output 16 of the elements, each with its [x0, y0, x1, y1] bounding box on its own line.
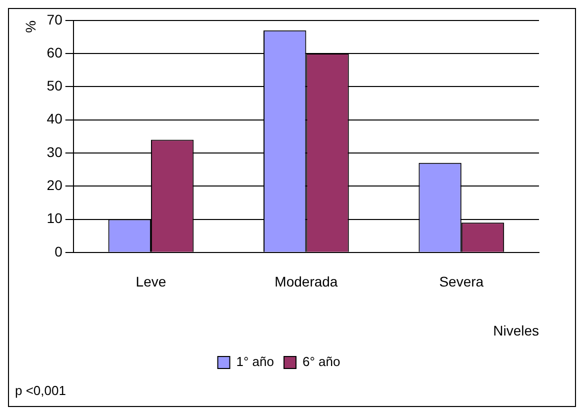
y-tick-label: 60	[46, 44, 63, 60]
legend-label: 6° año	[302, 354, 340, 370]
y-tick-label: 20	[46, 176, 63, 193]
y-tick-label: 50	[46, 78, 63, 94]
y-tick-label: 70	[46, 11, 63, 28]
y-tick-label: 40	[46, 110, 63, 127]
x-tick-label: Moderada	[274, 274, 338, 290]
y-tick-label: 30	[46, 144, 63, 160]
y-axis-title: %	[22, 20, 38, 33]
x-tick-label: Leve	[136, 274, 166, 290]
x-tick-label: Severa	[439, 274, 484, 290]
y-tick-label: 10	[46, 210, 63, 226]
text: p <0,001	[15, 383, 66, 398]
x-axis-title: Niveles	[493, 322, 539, 338]
y-tick-label: 0	[54, 243, 63, 260]
legend-label: 1° año	[236, 354, 274, 370]
